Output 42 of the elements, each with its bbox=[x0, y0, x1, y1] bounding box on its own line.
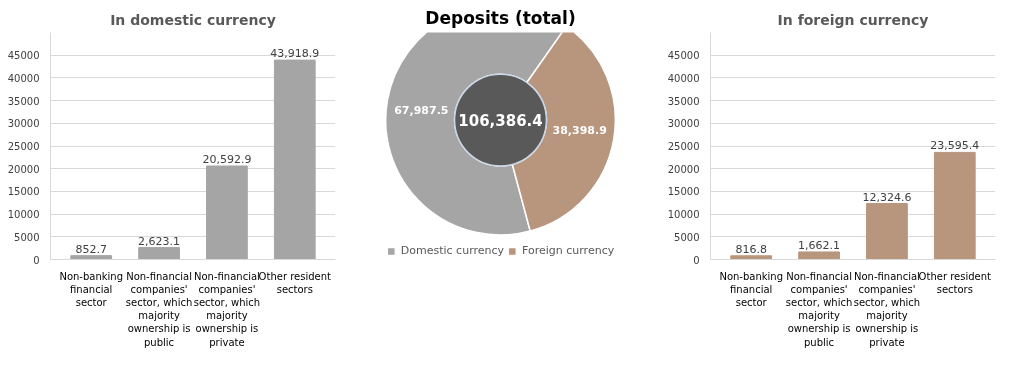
data-label: 38,398.9 bbox=[552, 123, 607, 137]
y-tick-label: 45000 bbox=[7, 50, 40, 62]
legend-label: Domestic currency bbox=[400, 244, 505, 257]
text: 106,386.4 bbox=[458, 112, 543, 131]
chart-title: Deposits (total) bbox=[425, 7, 576, 28]
chart-title: In domestic currency bbox=[110, 11, 276, 28]
y-tick-label: 20000 bbox=[667, 163, 700, 175]
x-tick-label: Other resident sectors bbox=[258, 270, 332, 295]
data-label: 20,592.9 bbox=[202, 153, 252, 167]
data-label: 43,918.9 bbox=[270, 47, 320, 61]
y-tick-label: 0 bbox=[693, 254, 700, 266]
data-label: 816.8 bbox=[735, 242, 767, 256]
data-label: 1,662.1 bbox=[798, 238, 841, 252]
data-label: 67,987.5 bbox=[394, 104, 449, 118]
y-tick-label: 15000 bbox=[667, 186, 700, 198]
y-tick-label: 0 bbox=[33, 254, 40, 266]
y-tick-label: 40000 bbox=[7, 72, 40, 84]
x-tick-label: Other resident sectors bbox=[918, 270, 992, 295]
y-tick-label: 5000 bbox=[674, 231, 700, 243]
y-tick-label: 35000 bbox=[7, 95, 40, 107]
x-tick-label: Non-banking financial sector bbox=[59, 270, 124, 308]
y-tick-label: 25000 bbox=[7, 141, 40, 152]
y-tick-label: 45000 bbox=[667, 50, 700, 62]
y-tick-label: 30000 bbox=[7, 118, 40, 130]
data-label: 12,324.6 bbox=[862, 190, 912, 204]
legend-label: Foreign currency bbox=[522, 244, 615, 257]
x-tick-label: Non-banking financial sector bbox=[719, 270, 784, 308]
y-tick-label: 10000 bbox=[667, 209, 700, 221]
y-tick-label: 25000 bbox=[667, 141, 700, 152]
data-label: 852.7 bbox=[75, 242, 107, 256]
y-tick-label: 20000 bbox=[7, 163, 40, 175]
y-tick-label: 40000 bbox=[667, 72, 700, 84]
y-tick-label: 15000 bbox=[7, 186, 40, 198]
x-tick-label: Non-financial companies' sector, which majority ownership is public bbox=[125, 270, 193, 348]
chart-title: In foreign currency bbox=[777, 11, 929, 28]
data-label: 2,623.1 bbox=[138, 234, 181, 248]
y-tick-label: 10000 bbox=[7, 209, 40, 221]
data-label: 23,595.4 bbox=[930, 139, 980, 153]
y-tick-label: 35000 bbox=[667, 95, 700, 107]
x-tick-label: Non-financial companies' sector, which majority ownership is public bbox=[785, 270, 853, 348]
y-tick-label: 5000 bbox=[14, 231, 40, 243]
y-tick-label: 30000 bbox=[667, 118, 700, 130]
